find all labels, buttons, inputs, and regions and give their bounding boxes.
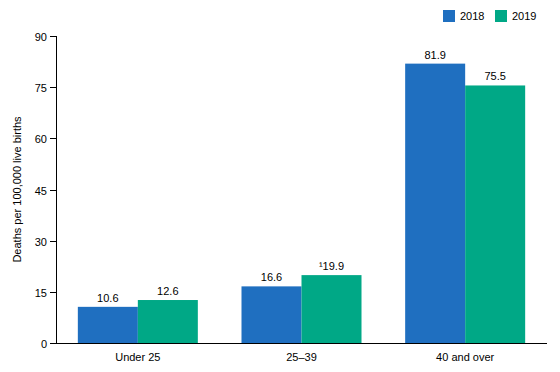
data-label: 81.9 (424, 49, 445, 61)
bar (78, 307, 138, 343)
y-tick-label: 45 (35, 185, 47, 197)
bar (465, 85, 525, 343)
legend-label: 2018 (460, 10, 484, 22)
y-tick-label: 30 (35, 236, 47, 248)
bar (302, 275, 362, 343)
data-label: 75.5 (484, 70, 505, 82)
legend-swatch (443, 10, 455, 22)
y-tick-label: 90 (35, 31, 47, 43)
y-tick-label: 60 (35, 133, 47, 145)
y-axis-label: Deaths per 100,000 live births (11, 116, 23, 263)
data-labels: 10.6 12.6 16.6 ¹19.9 81.9 75.5 (97, 49, 506, 304)
x-tick-label: 25–39 (286, 351, 317, 363)
x-tick-label: Under 25 (115, 351, 160, 363)
x-axis (56, 343, 547, 344)
y-tick (50, 87, 56, 88)
y-tick-label: 0 (41, 338, 47, 350)
legend: 2018 2019 (443, 10, 536, 22)
y-tick (50, 343, 56, 344)
data-label: 12.6 (157, 285, 178, 297)
bar (242, 286, 302, 343)
bar (405, 64, 465, 343)
data-label: ¹19.9 (319, 260, 344, 272)
data-label: 10.6 (97, 292, 118, 304)
legend-label: 2019 (512, 10, 536, 22)
bar (138, 300, 198, 343)
y-tick (50, 241, 56, 242)
y-tick (50, 36, 56, 37)
x-tick-label: 40 and over (436, 351, 494, 363)
y-tick-label: 75 (35, 82, 47, 94)
bars (78, 64, 525, 343)
y-tick (50, 138, 56, 139)
y-axis (56, 36, 57, 343)
y-tick (50, 190, 56, 191)
data-label: 16.6 (261, 271, 282, 283)
y-tick-label: 15 (35, 287, 47, 299)
y-tick (50, 292, 56, 293)
chart: 0 15 30 45 60 75 90 Deaths per 100,000 live bir… (0, 0, 560, 372)
legend-swatch (495, 10, 507, 22)
